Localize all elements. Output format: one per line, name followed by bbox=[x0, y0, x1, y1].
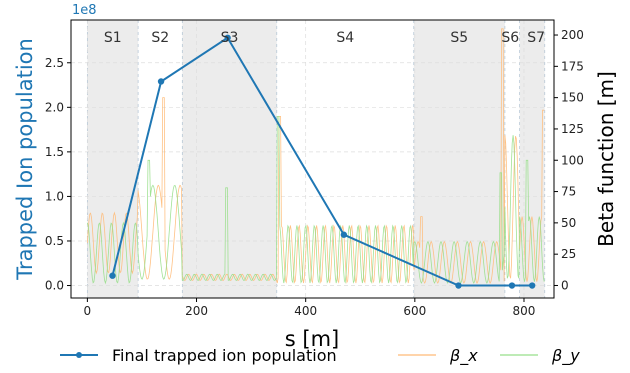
y-tick-label: 0.5 bbox=[45, 234, 64, 248]
section-band-s5 bbox=[413, 20, 505, 298]
section-label-s1: S1 bbox=[104, 30, 122, 46]
ion-population-point bbox=[157, 78, 165, 85]
y-tick-label: 1.0 bbox=[45, 189, 64, 203]
section-label-s5: S5 bbox=[450, 30, 468, 46]
y-axis-label: Trapped Ion population bbox=[13, 38, 37, 281]
section-bands bbox=[86, 20, 546, 298]
section-label-s6: S6 bbox=[501, 30, 519, 46]
section-label-s7: S7 bbox=[527, 30, 545, 46]
section-label-s3: S3 bbox=[221, 30, 239, 46]
x-axis-ticks: 0 200 400 600 800 bbox=[84, 298, 536, 318]
x-tick-label: 200 bbox=[185, 304, 208, 318]
beta-x-line bbox=[87, 28, 545, 284]
x-tick-label: 600 bbox=[403, 304, 426, 318]
legend: Final trapped ion population β_x β_y bbox=[60, 346, 580, 366]
y-scale-note: 1e8 bbox=[72, 3, 97, 18]
legend-ion-label: Final trapped ion population bbox=[112, 346, 337, 365]
x-tick-label: 0 bbox=[84, 304, 92, 318]
plot-frame bbox=[70, 19, 555, 299]
y2-axis-label: Beta function [m] bbox=[594, 71, 618, 247]
x-tick-label: 400 bbox=[294, 304, 317, 318]
section-labels: S1 S2 S3 S4 S5 S6 S7 bbox=[104, 30, 545, 46]
section-label-s2: S2 bbox=[151, 30, 169, 46]
ion-population-point bbox=[224, 34, 231, 42]
ion-population-point bbox=[109, 272, 116, 279]
y2-tick-label: 0 bbox=[561, 278, 569, 292]
section-label-s4: S4 bbox=[336, 30, 354, 46]
y2-tick-label: 125 bbox=[561, 122, 584, 136]
y2-tick-label: 100 bbox=[561, 153, 584, 167]
y-tick-label: 2.5 bbox=[45, 56, 64, 70]
x-axis-label: s [m] bbox=[285, 327, 339, 351]
ion-population-point bbox=[528, 282, 536, 289]
x-tick-label: 800 bbox=[513, 304, 536, 318]
ion-series bbox=[109, 34, 536, 289]
y2-tick-label: 25 bbox=[561, 247, 576, 261]
y2-axis-ticks: 0 25 50 75 100 125 150 175 200 bbox=[554, 28, 584, 292]
ion-population-point bbox=[455, 282, 462, 289]
legend-betay-label: β_y bbox=[551, 346, 580, 366]
beta-lines bbox=[87, 28, 545, 285]
y2-tick-label: 150 bbox=[561, 91, 584, 105]
legend-ion-marker bbox=[76, 352, 82, 358]
y2-tick-label: 175 bbox=[561, 59, 584, 73]
legend-betax-label: β_x bbox=[449, 346, 478, 366]
y-axis-ticks: 0.0 0.5 1.0 1.5 2.0 2.5 bbox=[45, 56, 71, 293]
ion-population-point bbox=[508, 282, 516, 289]
y2-tick-label: 50 bbox=[561, 216, 576, 230]
y-tick-label: 1.5 bbox=[45, 145, 64, 159]
ion-population-point bbox=[340, 231, 348, 238]
beta-y-line bbox=[87, 116, 545, 285]
y-tick-label: 2.0 bbox=[45, 100, 64, 114]
section-band-s3 bbox=[182, 20, 277, 298]
y2-tick-label: 200 bbox=[561, 28, 584, 42]
y-tick-label: 0.0 bbox=[45, 279, 64, 293]
y2-tick-label: 75 bbox=[561, 185, 576, 199]
